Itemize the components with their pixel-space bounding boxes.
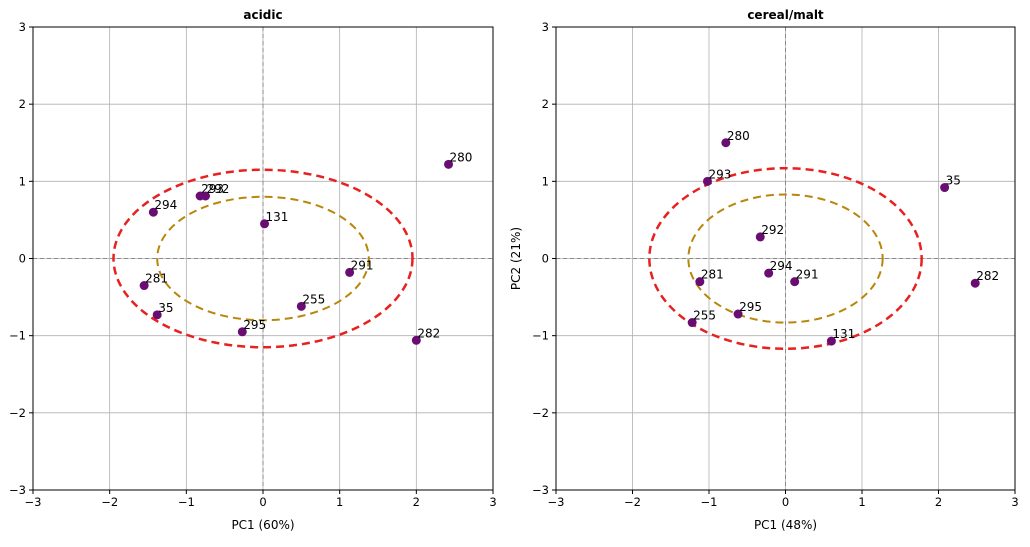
data-point-291 xyxy=(345,267,355,277)
data-point-295 xyxy=(237,327,247,337)
data-point-295 xyxy=(733,309,743,319)
inner-ellipse xyxy=(156,195,370,322)
data-point-292 xyxy=(201,191,210,201)
y-tick-label: −2 xyxy=(9,406,26,420)
x-tick-label: 2 xyxy=(413,495,420,509)
data-point-281 xyxy=(695,277,705,287)
plot-frame xyxy=(32,26,494,491)
x-tick-label: −1 xyxy=(701,495,718,509)
point-label: 280 xyxy=(727,129,750,143)
x-tick-label: 1 xyxy=(336,495,343,509)
data-point-293 xyxy=(702,176,712,186)
point-label: 291 xyxy=(796,268,819,282)
data-point-294 xyxy=(148,207,158,217)
y-tick-label: 1 xyxy=(542,174,549,188)
point-label: 292 xyxy=(207,182,230,196)
y-tick-label: −3 xyxy=(532,483,549,497)
point-label: 282 xyxy=(976,269,999,283)
data-point-255 xyxy=(687,318,697,328)
data-point-294 xyxy=(764,268,774,278)
point-label: 294 xyxy=(154,198,177,212)
point-label: 295 xyxy=(243,318,266,332)
plot-frame xyxy=(555,26,1016,491)
data-point-35 xyxy=(940,183,950,193)
point-label: 131 xyxy=(266,210,289,224)
x-tick-label: 0 xyxy=(259,495,266,509)
point-label: 255 xyxy=(302,292,325,306)
y-axis-label: PC2 (21%) xyxy=(509,227,523,290)
point-label: 280 xyxy=(450,150,473,164)
chart-title: acidic xyxy=(243,8,282,22)
data-point-35 xyxy=(152,310,162,320)
y-tick-label: −3 xyxy=(9,483,26,497)
x-tick-label: 3 xyxy=(1011,495,1018,509)
y-tick-label: 3 xyxy=(542,20,549,34)
y-tick-label: −1 xyxy=(532,329,549,343)
point-label: 292 xyxy=(761,223,784,237)
x-tick-label: 2 xyxy=(935,495,942,509)
point-label: 291 xyxy=(351,258,374,272)
x-tick-label: −3 xyxy=(25,495,42,509)
x-tick-label: −1 xyxy=(178,495,195,509)
data-point-255 xyxy=(296,301,306,311)
y-tick-label: −1 xyxy=(9,329,26,343)
point-label: 131 xyxy=(832,327,855,341)
x-axis-label: PC1 (48%) xyxy=(754,518,817,532)
y-tick-label: 1 xyxy=(19,174,26,188)
data-point-280 xyxy=(444,159,454,169)
data-point-292 xyxy=(755,232,765,242)
point-label: 35 xyxy=(158,301,173,315)
point-label: 35 xyxy=(946,174,961,188)
y-tick-label: 2 xyxy=(19,97,26,111)
y-tick-label: 0 xyxy=(542,252,549,266)
data-point-280 xyxy=(721,138,731,148)
point-label: 295 xyxy=(739,300,762,314)
x-tick-label: −3 xyxy=(548,495,565,509)
data-point-282 xyxy=(411,335,421,345)
y-tick-label: 0 xyxy=(19,252,26,266)
chart-panel-acidic: −3−3−2−2−1−10011223328029429329213129128… xyxy=(9,8,497,532)
x-tick-label: −2 xyxy=(101,495,118,509)
inner-ellipse xyxy=(687,193,884,324)
x-tick-label: 0 xyxy=(782,495,789,509)
chart-title: cereal/malt xyxy=(747,8,824,22)
point-label: 293 xyxy=(708,167,731,181)
point-label: 281 xyxy=(145,272,168,286)
point-label: 282 xyxy=(417,326,440,340)
x-tick-label: 3 xyxy=(489,495,496,509)
data-point-131 xyxy=(826,336,836,346)
data-point-282 xyxy=(970,278,980,288)
y-tick-label: −2 xyxy=(532,406,549,420)
x-tick-label: −2 xyxy=(624,495,641,509)
data-point-281 xyxy=(139,281,149,291)
outer-ellipse xyxy=(112,168,414,349)
point-label: 294 xyxy=(770,259,793,273)
y-tick-label: 2 xyxy=(542,97,549,111)
outer-ellipse xyxy=(648,166,923,351)
x-axis-label: PC1 (60%) xyxy=(231,518,294,532)
x-tick-label: 1 xyxy=(858,495,865,509)
y-tick-label: 3 xyxy=(19,20,26,34)
point-label: 255 xyxy=(693,309,716,323)
data-point-131 xyxy=(260,219,270,229)
data-point-291 xyxy=(790,277,800,287)
point-label: 281 xyxy=(701,268,724,282)
